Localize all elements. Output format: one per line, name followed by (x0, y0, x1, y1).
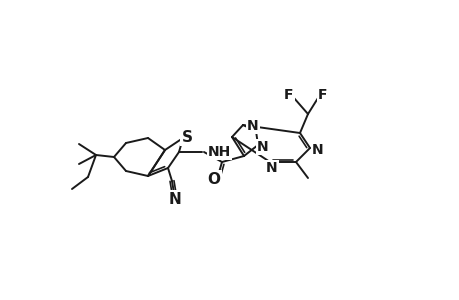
Text: O: O (207, 172, 220, 187)
Text: NH: NH (207, 145, 231, 159)
Text: N: N (168, 191, 181, 206)
Text: N: N (266, 161, 277, 175)
Text: F: F (318, 88, 327, 102)
Text: S: S (181, 130, 192, 145)
Text: F: F (284, 88, 293, 102)
Text: N: N (246, 119, 258, 133)
Text: N: N (312, 143, 323, 157)
Text: N: N (257, 140, 268, 154)
